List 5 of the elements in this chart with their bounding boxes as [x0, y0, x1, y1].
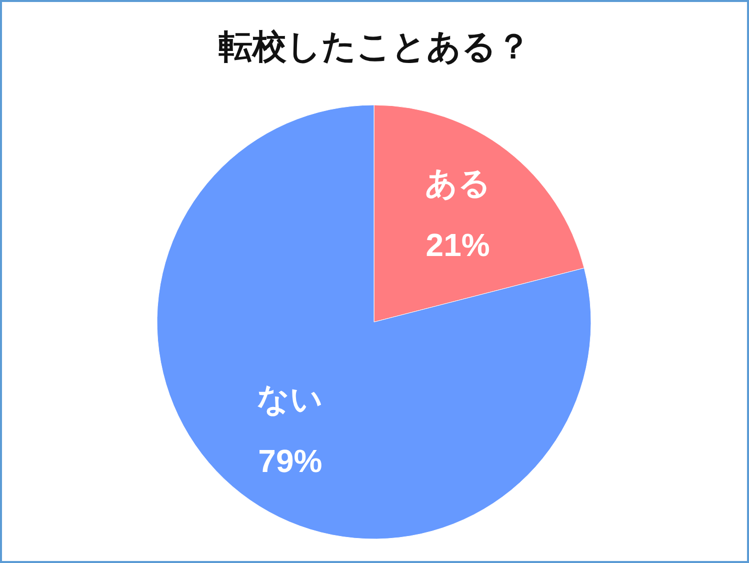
- chart-title: 転校したことある？: [218, 28, 530, 66]
- data-label: 21%: [426, 226, 490, 263]
- slice-label: ない: [257, 381, 324, 418]
- data-label: 79%: [258, 443, 322, 480]
- slice-label: ある: [424, 164, 491, 201]
